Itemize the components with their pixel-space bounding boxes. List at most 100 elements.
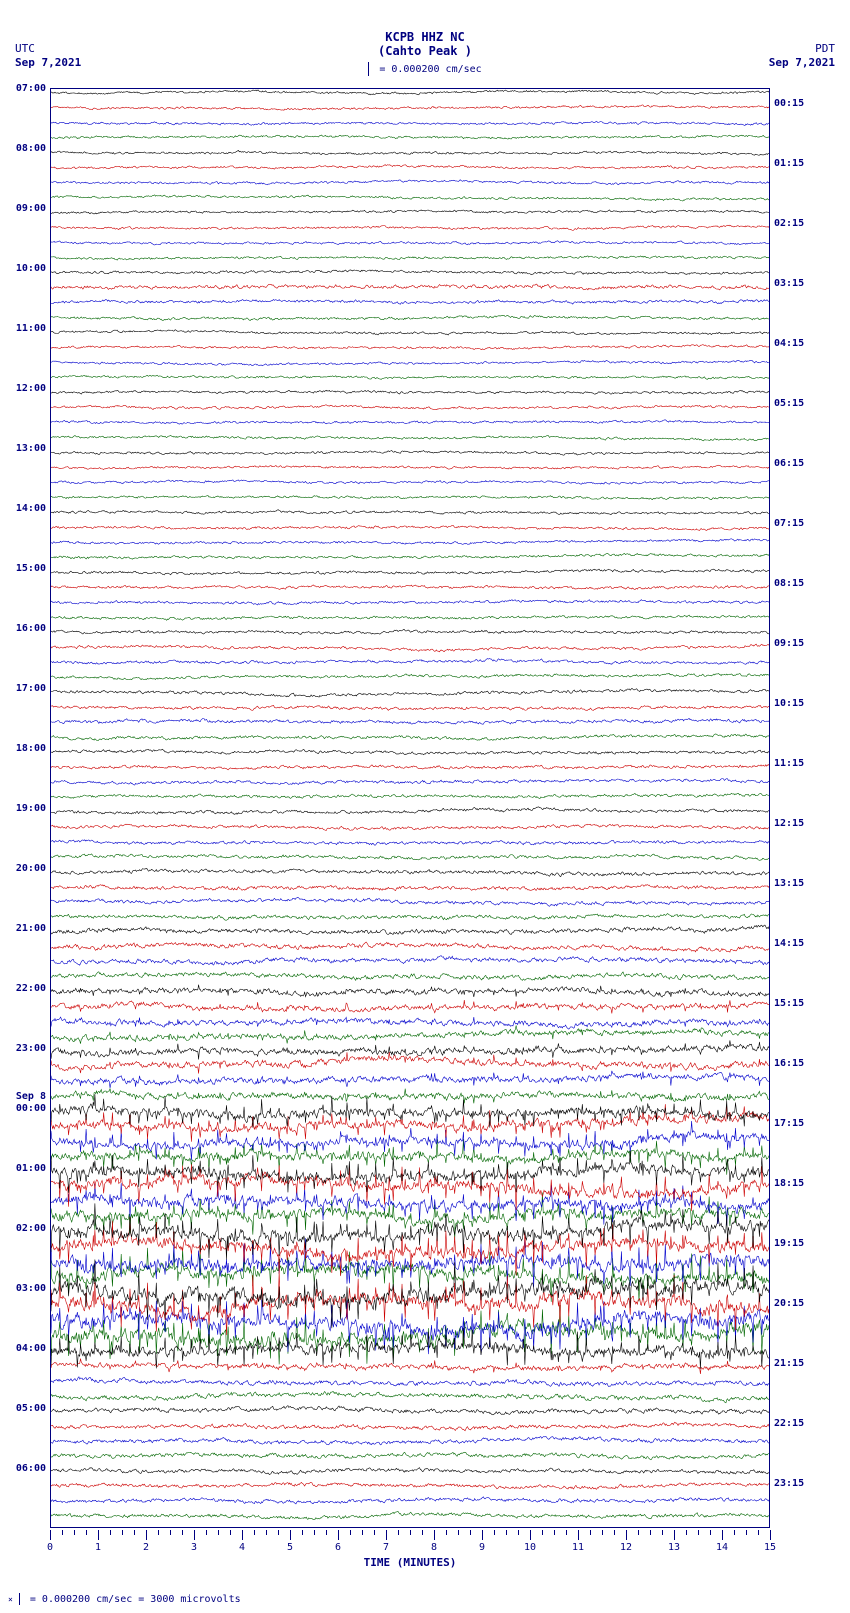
right-time-label: 01:15 [774, 158, 804, 169]
seismic-trace [51, 1391, 769, 1402]
seismic-trace [51, 90, 769, 95]
seismic-trace [51, 510, 769, 515]
seismic-trace [51, 1482, 769, 1489]
x-tick [626, 1530, 627, 1540]
x-tick [194, 1530, 195, 1540]
seismic-trace [51, 1052, 769, 1073]
left-time-labels: 07:0008:0009:0010:0011:0012:0013:0014:00… [0, 88, 48, 1528]
right-time-label: 19:15 [774, 1238, 804, 1249]
footer-scale: × = 0.000200 cm/sec = 3000 microvolts [8, 1593, 241, 1605]
x-tick [242, 1530, 243, 1540]
seismic-trace [51, 779, 769, 785]
left-time-label: 13:00 [16, 443, 46, 454]
x-tick-minor [458, 1530, 459, 1535]
x-tick-minor [134, 1530, 135, 1535]
left-time-label: 18:00 [16, 743, 46, 754]
seismic-trace [51, 270, 769, 275]
seismic-trace [51, 1452, 769, 1460]
seismic-trace [51, 1422, 769, 1431]
seismic-trace [51, 942, 769, 952]
x-tick-minor [506, 1530, 507, 1535]
seismic-trace [51, 241, 769, 245]
seismic-trace [51, 135, 769, 139]
x-tick-minor [122, 1530, 123, 1535]
x-tick [482, 1530, 483, 1540]
x-tick-minor [602, 1530, 603, 1535]
seismic-trace [51, 956, 769, 966]
x-tick-minor [470, 1530, 471, 1535]
x-tick-minor [422, 1530, 423, 1535]
right-time-label: 20:15 [774, 1298, 804, 1309]
right-time-label: 02:15 [774, 218, 804, 229]
seismic-trace [51, 1238, 769, 1287]
x-tick-minor [314, 1530, 315, 1535]
x-tick [146, 1530, 147, 1540]
x-tick-minor [62, 1530, 63, 1535]
timezone-left: UTC [15, 42, 35, 55]
right-time-label: 18:15 [774, 1178, 804, 1189]
seismogram-container: KCPB HHZ NC (Cahto Peak ) = 0.000200 cm/… [0, 0, 850, 1613]
x-tick-minor [734, 1530, 735, 1535]
x-tick-label: 13 [668, 1542, 680, 1553]
seismic-trace [51, 465, 769, 469]
x-tick-minor [278, 1530, 279, 1535]
x-tick-minor [74, 1530, 75, 1535]
left-time-label: 07:00 [16, 83, 46, 94]
right-time-label: 06:15 [774, 458, 804, 469]
seismic-trace [51, 749, 769, 754]
seismic-trace [51, 673, 769, 679]
seismic-trace [51, 1000, 769, 1013]
seismic-trace [51, 1164, 769, 1211]
x-tick [722, 1530, 723, 1540]
left-time-label: 19:00 [16, 803, 46, 814]
x-tick-minor [614, 1530, 615, 1535]
seismic-trace [51, 885, 769, 891]
seismic-trace [51, 705, 769, 710]
left-time-label: 20:00 [16, 863, 46, 874]
seismic-trace [51, 897, 769, 906]
left-time-label: 06:00 [16, 1463, 46, 1474]
right-time-label: 05:15 [774, 398, 804, 409]
x-tick-minor [518, 1530, 519, 1535]
x-tick-minor [650, 1530, 651, 1535]
seismic-trace [51, 1406, 769, 1415]
x-tick-minor [746, 1530, 747, 1535]
seismic-trace [51, 1377, 769, 1387]
x-tick [50, 1530, 51, 1540]
right-time-label: 21:15 [774, 1358, 804, 1369]
seismic-trace [51, 150, 769, 155]
x-tick-label: 4 [239, 1542, 245, 1553]
seismic-trace [51, 360, 769, 365]
x-tick-minor [710, 1530, 711, 1535]
seismic-trace [51, 569, 769, 575]
seismic-trace [51, 793, 769, 798]
seismic-trace [51, 1359, 769, 1374]
x-tick-minor [374, 1530, 375, 1535]
x-tick-minor [182, 1530, 183, 1535]
left-time-label: 14:00 [16, 503, 46, 514]
header: KCPB HHZ NC (Cahto Peak ) = 0.000200 cm/… [0, 30, 850, 76]
left-time-label: 21:00 [16, 923, 46, 934]
x-tick-minor [554, 1530, 555, 1535]
x-tick-label: 15 [764, 1542, 776, 1553]
seismic-trace [51, 1468, 769, 1475]
date-left: Sep 7,2021 [15, 56, 81, 69]
x-tick-minor [218, 1530, 219, 1535]
left-time-label: 01:00 [16, 1163, 46, 1174]
seismic-trace [51, 764, 769, 769]
left-time-label: 00:00 [16, 1103, 46, 1114]
seismic-trace [51, 629, 769, 634]
seismic-trace [51, 1025, 769, 1043]
x-tick [386, 1530, 387, 1540]
seismic-trace [51, 824, 769, 830]
seismic-trace [51, 985, 769, 997]
x-tick-label: 3 [191, 1542, 197, 1553]
x-tick-minor [410, 1530, 411, 1535]
x-tick-label: 0 [47, 1542, 53, 1553]
left-time-label: 17:00 [16, 683, 46, 694]
seismic-trace [51, 1088, 769, 1103]
station-id: KCPB HHZ NC [0, 30, 850, 44]
right-time-label: 12:15 [774, 818, 804, 829]
seismic-trace [51, 854, 769, 860]
right-time-label: 09:15 [774, 638, 804, 649]
